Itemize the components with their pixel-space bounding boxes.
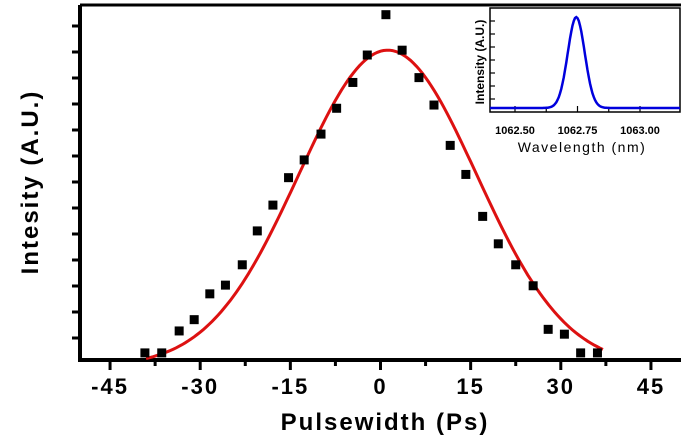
inset-x-tick-label: 1062.75 bbox=[558, 125, 598, 137]
x-axis-title: Pulsewidth (Ps) bbox=[281, 409, 490, 436]
data-point bbox=[284, 173, 293, 182]
x-tick-label: 45 bbox=[637, 374, 665, 399]
inset-x-tick-labels: 1062.50 1062.75 1063.00 bbox=[495, 125, 660, 137]
data-point bbox=[190, 315, 199, 324]
data-point bbox=[157, 348, 166, 357]
data-point bbox=[175, 326, 184, 335]
inset-x-axis-title: Wavelength (nm) bbox=[518, 139, 647, 155]
x-tick-label: 0 bbox=[373, 374, 387, 399]
data-point bbox=[529, 281, 538, 290]
data-point bbox=[429, 101, 438, 110]
data-point bbox=[332, 104, 341, 113]
data-point bbox=[300, 155, 309, 164]
data-point bbox=[544, 325, 553, 334]
data-point bbox=[494, 239, 503, 248]
data-point bbox=[238, 260, 247, 269]
data-point bbox=[461, 170, 470, 179]
x-tick-label: -30 bbox=[181, 374, 219, 399]
data-point bbox=[205, 289, 214, 298]
data-point bbox=[398, 46, 407, 55]
data-point bbox=[560, 330, 569, 339]
x-tick-label: 15 bbox=[456, 374, 484, 399]
data-point bbox=[221, 281, 230, 290]
inset-spectrum: 1062.50 1062.75 1063.00 Wavelength (nm) In… bbox=[473, 8, 680, 155]
x-tick-labels: -45 -30 -15 0 15 30 45 bbox=[91, 374, 665, 399]
data-point bbox=[268, 201, 277, 210]
data-point bbox=[593, 348, 602, 357]
inset-x-tick-label: 1062.50 bbox=[495, 125, 535, 137]
data-point bbox=[140, 348, 149, 357]
data-point bbox=[576, 348, 585, 357]
inset-y-axis-title: Intensity (A.U.) bbox=[473, 20, 487, 105]
data-point bbox=[511, 260, 520, 269]
data-point bbox=[317, 130, 326, 139]
data-point bbox=[253, 226, 262, 235]
data-point bbox=[348, 78, 357, 87]
data-point bbox=[363, 51, 372, 60]
data-point bbox=[414, 73, 423, 82]
inset-x-tick-label: 1063.00 bbox=[620, 125, 660, 137]
data-point bbox=[381, 10, 390, 19]
data-point bbox=[478, 212, 487, 221]
x-tick-label: 30 bbox=[547, 374, 575, 399]
data-point bbox=[446, 141, 455, 150]
y-axis-title: Intesity (A.U.) bbox=[17, 90, 44, 275]
x-tick-label: -15 bbox=[271, 374, 309, 399]
x-tick-label: -45 bbox=[91, 374, 129, 399]
